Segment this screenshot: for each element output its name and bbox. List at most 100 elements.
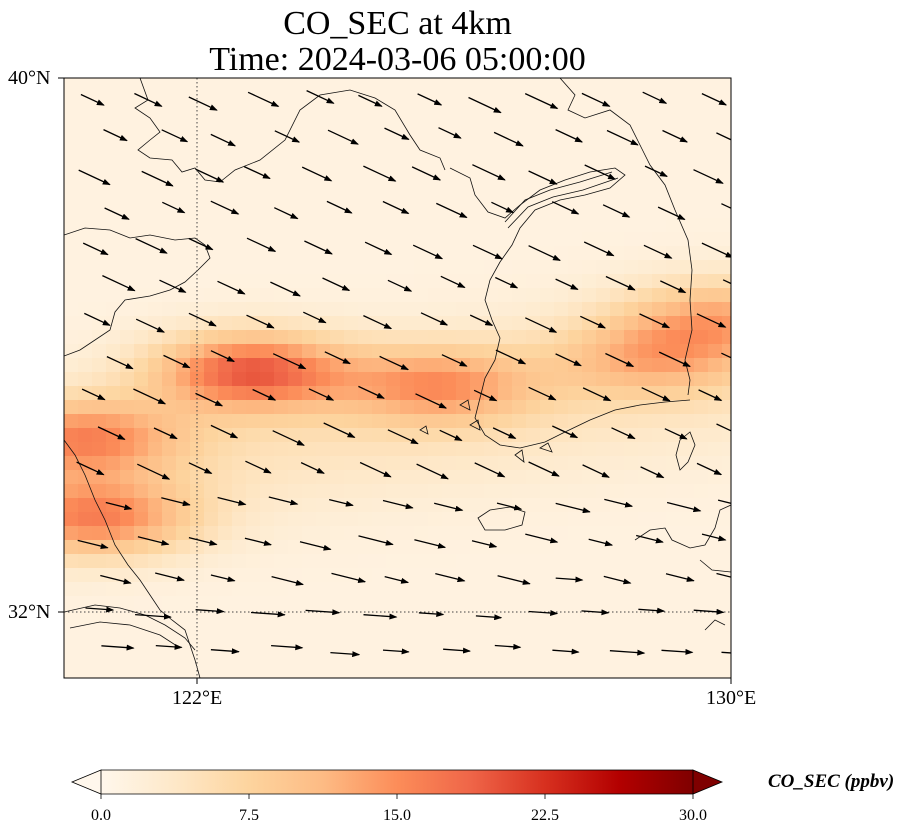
field-cell: [680, 218, 695, 233]
field-cell: [218, 288, 233, 303]
field-cell: [680, 400, 695, 415]
field-cell: [204, 624, 219, 639]
field-cell: [470, 666, 485, 678]
field-cell: [288, 288, 303, 303]
field-cell: [288, 512, 303, 527]
field-cell: [554, 106, 569, 121]
field-cell: [568, 218, 583, 233]
field-cell: [78, 568, 93, 583]
field-cell: [120, 582, 135, 597]
field-cell: [162, 540, 177, 555]
field-cell: [498, 484, 513, 499]
field-cell: [638, 78, 653, 93]
field-cell: [274, 400, 289, 415]
field-cell: [204, 162, 219, 177]
field-cell: [638, 372, 653, 387]
field-cell: [722, 638, 731, 653]
field-cell: [232, 582, 247, 597]
field-cell: [694, 386, 709, 401]
field-cell: [120, 414, 135, 429]
field-cell: [274, 106, 289, 121]
field-cell: [344, 470, 359, 485]
field-cell: [540, 456, 555, 471]
field-cell: [260, 414, 275, 429]
field-cell: [330, 400, 345, 415]
field-cell: [554, 302, 569, 317]
field-cell: [568, 652, 583, 667]
field-cell: [680, 610, 695, 625]
field-cell: [638, 330, 653, 345]
field-cell: [680, 484, 695, 499]
field-cell: [694, 134, 709, 149]
field-cell: [260, 470, 275, 485]
field-cell: [442, 568, 457, 583]
field-cell: [106, 638, 121, 653]
field-cell: [302, 498, 317, 513]
field-cell: [134, 652, 149, 667]
field-cell: [148, 386, 163, 401]
field-cell: [582, 176, 597, 191]
field-cell: [176, 386, 191, 401]
field-cell: [400, 162, 415, 177]
field-cell: [358, 162, 373, 177]
field-cell: [218, 316, 233, 331]
field-cell: [526, 204, 541, 219]
field-cell: [428, 456, 443, 471]
field-cell: [260, 624, 275, 639]
field-cell: [456, 176, 471, 191]
field-cell: [722, 232, 731, 247]
field-cell: [344, 330, 359, 345]
field-cell: [260, 428, 275, 443]
field-cell: [232, 288, 247, 303]
field-cell: [610, 624, 625, 639]
field-cell: [666, 540, 681, 555]
field-cell: [652, 232, 667, 247]
field-cell: [526, 120, 541, 135]
field-cell: [624, 176, 639, 191]
map-frame: [63, 77, 732, 679]
field-cell: [526, 624, 541, 639]
field-cell: [372, 456, 387, 471]
field-cell: [372, 134, 387, 149]
wind-arrow: [716, 132, 731, 141]
field-cell: [666, 414, 681, 429]
wind-arrow: [210, 133, 237, 147]
field-cell: [134, 526, 149, 541]
field-cell: [92, 624, 107, 639]
wind-arrow: [583, 241, 615, 257]
field-cell: [610, 386, 625, 401]
field-cell: [288, 568, 303, 583]
field-cell: [414, 302, 429, 317]
field-cell: [540, 554, 555, 569]
wind-arrow: [382, 200, 410, 215]
field-cell: [78, 582, 93, 597]
field-cell: [330, 666, 345, 678]
field-cell: [358, 638, 373, 653]
field-cell: [652, 582, 667, 597]
field-cell: [372, 162, 387, 177]
field-cell: [694, 652, 709, 667]
field-cell: [288, 302, 303, 317]
field-cell: [554, 372, 569, 387]
field-cell: [484, 260, 499, 275]
field-cell: [176, 414, 191, 429]
field-cell: [288, 190, 303, 205]
field-cell: [134, 624, 149, 639]
field-cell: [302, 638, 317, 653]
field-cell: [218, 470, 233, 485]
field-cell: [358, 582, 373, 597]
field-cell: [498, 330, 513, 345]
field-cell: [470, 176, 485, 191]
field-cell: [288, 344, 303, 359]
field-cell: [372, 274, 387, 289]
field-cell: [330, 344, 345, 359]
field-cell: [344, 414, 359, 429]
wind-arrow: [327, 129, 359, 145]
field-cell: [246, 246, 261, 261]
field-cell: [400, 428, 415, 443]
field-cell: [218, 526, 233, 541]
field-cell: [260, 344, 275, 359]
field-cell: [316, 456, 331, 471]
field-cell: [484, 540, 499, 555]
field-cell: [134, 610, 149, 625]
